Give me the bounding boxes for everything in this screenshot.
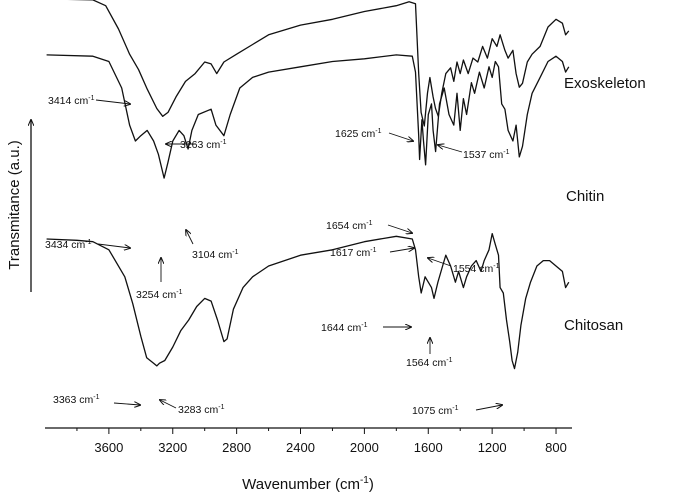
peak-annotation-exoskeleton-3263: 3263 cm-1 — [166, 139, 227, 151]
peak-annotation-exoskeleton-1537: 1537 cm-1 — [438, 145, 510, 161]
series-label-exoskeleton: Exoskeleton — [564, 75, 646, 92]
peak-annotation-exoskeleton-1625: 1625 cm-1 — [335, 128, 413, 141]
peak-annotation-exoskeleton-3414: 3414 cm-1 — [48, 95, 130, 107]
x-tick-label: 800 — [545, 440, 567, 455]
peak-label: 3414 cm-1 — [48, 95, 95, 107]
x-tick-label: 3600 — [94, 440, 123, 455]
peak-label: 3104 cm-1 — [192, 249, 239, 261]
peak-annotation-chitosan-1075: 1075 cm-1 — [412, 405, 502, 417]
series-labels: Exoskeleton Chitin Chitosan — [564, 75, 646, 334]
peak-annotation-chitosan-1644: 1644 cm-1 — [321, 322, 411, 334]
peak-annotation-chitin-3104: 3104 cm-1 — [186, 230, 239, 261]
peak-annotation-chitosan-1564: 1564 cm-1 — [406, 338, 453, 369]
peak-label: 3434 cm-1 — [45, 239, 92, 251]
series-label-chitosan: Chitosan — [564, 317, 623, 334]
x-tick-label: 1200 — [478, 440, 507, 455]
peak-annotation-chitin-1554: 1554 cm-1 — [428, 258, 500, 275]
y-axis: Transmitance (a.u.) — [6, 120, 31, 292]
peak-label: 3263 cm-1 — [180, 139, 227, 151]
peak-arrow — [387, 224, 412, 233]
peak-label: 3254 cm-1 — [136, 289, 183, 301]
x-tick-label: 3200 — [158, 440, 187, 455]
peak-label: 1554 cm-1 — [453, 263, 500, 275]
peak-arrow — [95, 99, 130, 104]
x-tick-label: 2000 — [350, 440, 379, 455]
series-label-chitin: Chitin — [566, 188, 604, 205]
peak-annotation-chitin-3254: 3254 cm-1 — [136, 258, 183, 301]
peak-annotation-chitin-3434: 3434 cm-1 — [45, 239, 130, 251]
peak-arrow — [388, 132, 413, 141]
peak-label: 3363 cm-1 — [53, 394, 100, 406]
spectra-curves — [46, 0, 570, 370]
x-tick-label: 1600 — [414, 440, 443, 455]
peak-annotation-chitosan-3363: 3363 cm-1 — [53, 394, 140, 406]
x-axis-title: Wavenumber (cm-1) — [242, 475, 374, 493]
peak-label: 1537 cm-1 — [463, 149, 510, 161]
y-axis-title: Transmitance (a.u.) — [6, 140, 23, 270]
peak-label: 1644 cm-1 — [321, 322, 368, 334]
peak-arrow — [97, 243, 130, 248]
peak-annotation-chitin-1654: 1654 cm-1 — [326, 220, 412, 233]
peak-label: 1075 cm-1 — [412, 405, 459, 417]
x-tick-label: 2800 — [222, 440, 251, 455]
peak-label: 1654 cm-1 — [326, 220, 373, 232]
peak-arrow — [160, 400, 177, 409]
x-axis: 3600 3200 2800 2400 2000 1600 1200 800 Wavenumbe… — [76, 428, 567, 493]
plot-frame — [45, 427, 572, 429]
peak-annotation-chitin-1617: 1617 cm-1 — [330, 247, 414, 259]
peak-label: 1625 cm-1 — [335, 128, 382, 140]
series-line-exoskeleton — [67, 0, 570, 127]
peak-arrow — [475, 405, 502, 411]
peak-arrow — [438, 145, 463, 153]
peak-arrow — [113, 403, 140, 405]
series-line-chitin — [46, 54, 570, 179]
peak-annotation-chitosan-3283: 3283 cm-1 — [160, 400, 225, 416]
peak-arrow — [389, 248, 414, 253]
peak-arrow — [186, 230, 194, 245]
peak-label: 1617 cm-1 — [330, 247, 377, 259]
series-line-chitosan — [46, 232, 570, 370]
peak-label: 3283 cm-1 — [178, 404, 225, 416]
x-tick-label: 2400 — [286, 440, 315, 455]
peak-label: 1564 cm-1 — [406, 357, 453, 369]
peak-arrow — [428, 258, 452, 267]
peak-annotations: 3414 cm-1 3263 cm-1 1625 cm-1 1537 cm-1 3434… — [45, 95, 510, 417]
